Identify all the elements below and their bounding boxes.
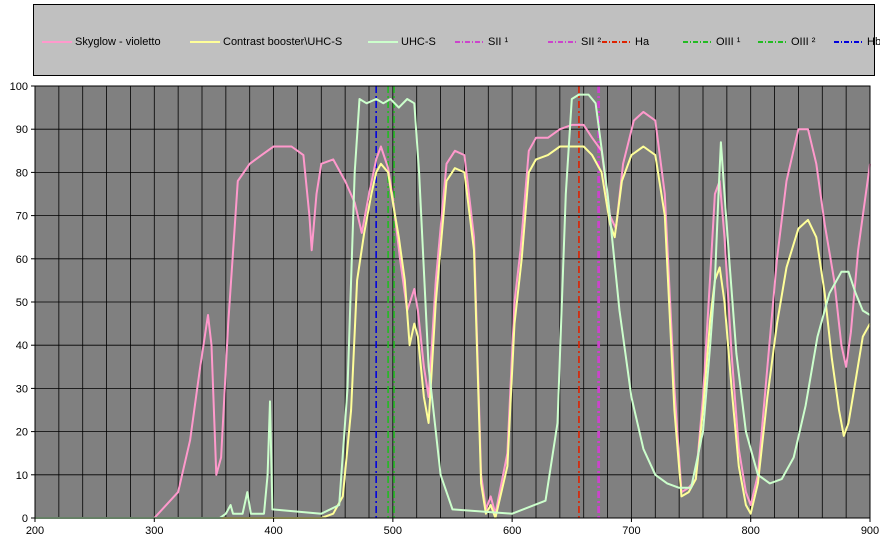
y-tick-label: 50 [16, 297, 28, 309]
x-tick-label: 600 [503, 525, 521, 537]
y-tick-label: 0 [22, 513, 28, 525]
legend-label: Hb [867, 36, 880, 48]
legend-swatch [190, 41, 220, 43]
series-line-2 [35, 93, 871, 519]
legend-label: Skyglow - violetto [75, 36, 161, 48]
legend-label: SII ² [581, 36, 602, 48]
series-group [35, 93, 871, 519]
y-tick-label: 100 [10, 81, 28, 93]
legend-label: Ha [635, 36, 650, 48]
legend-label: OIII ¹ [716, 36, 741, 48]
x-tick-label: 300 [145, 525, 163, 537]
legend-item: Hb [834, 35, 880, 49]
y-tick-label: 70 [16, 211, 28, 223]
legend-label: OIII ² [791, 36, 816, 48]
legend-swatch [683, 41, 713, 43]
legend-label: SII ¹ [488, 36, 509, 48]
x-tick-label: 800 [742, 525, 760, 537]
legend-swatch [548, 41, 578, 43]
grid-lines [34, 85, 871, 519]
y-tick-label: 20 [16, 427, 28, 439]
x-tick-label: 700 [622, 525, 640, 537]
legend-swatch [758, 41, 788, 43]
series-line-1 [35, 145, 871, 519]
legend-item: SII ¹ [455, 35, 508, 49]
legend-item: UHC-S [368, 35, 436, 49]
y-axis: 0 10 20 30 40 50 60 70 80 90 100 [10, 81, 35, 525]
x-tick-label: 900 [861, 525, 879, 537]
legend-item: OIII ² [758, 35, 815, 49]
legend-label: Contrast booster\UHC-S [223, 36, 343, 48]
y-tick-label: 60 [16, 254, 28, 266]
legend-swatch [42, 41, 72, 43]
legend-swatch [602, 41, 632, 43]
y-tick-label: 30 [16, 383, 28, 395]
legend-swatch [834, 41, 864, 43]
legend-swatch [455, 41, 485, 43]
legend: Skyglow - violetto Contrast booster\UHC-S… [33, 4, 880, 76]
legend-item: Contrast booster\UHC-S [190, 35, 342, 49]
x-tick-label: 400 [264, 525, 282, 537]
legend-item: Skyglow - violetto [42, 35, 161, 49]
x-axis: 200 300 400 500 600 700 800 900 [26, 518, 879, 537]
x-tick-label: 200 [26, 525, 44, 537]
y-tick-label: 40 [16, 340, 28, 352]
legend-label: UHC-S [401, 36, 436, 48]
y-tick-label: 90 [16, 124, 28, 136]
legend-item: SII ² [548, 35, 601, 49]
legend-item: Ha [602, 35, 649, 49]
y-tick-label: 80 [16, 167, 28, 179]
legend-swatch [368, 41, 398, 43]
x-tick-label: 500 [384, 525, 402, 537]
y-tick-label: 10 [16, 470, 28, 482]
legend-item: OIII ¹ [683, 35, 740, 49]
